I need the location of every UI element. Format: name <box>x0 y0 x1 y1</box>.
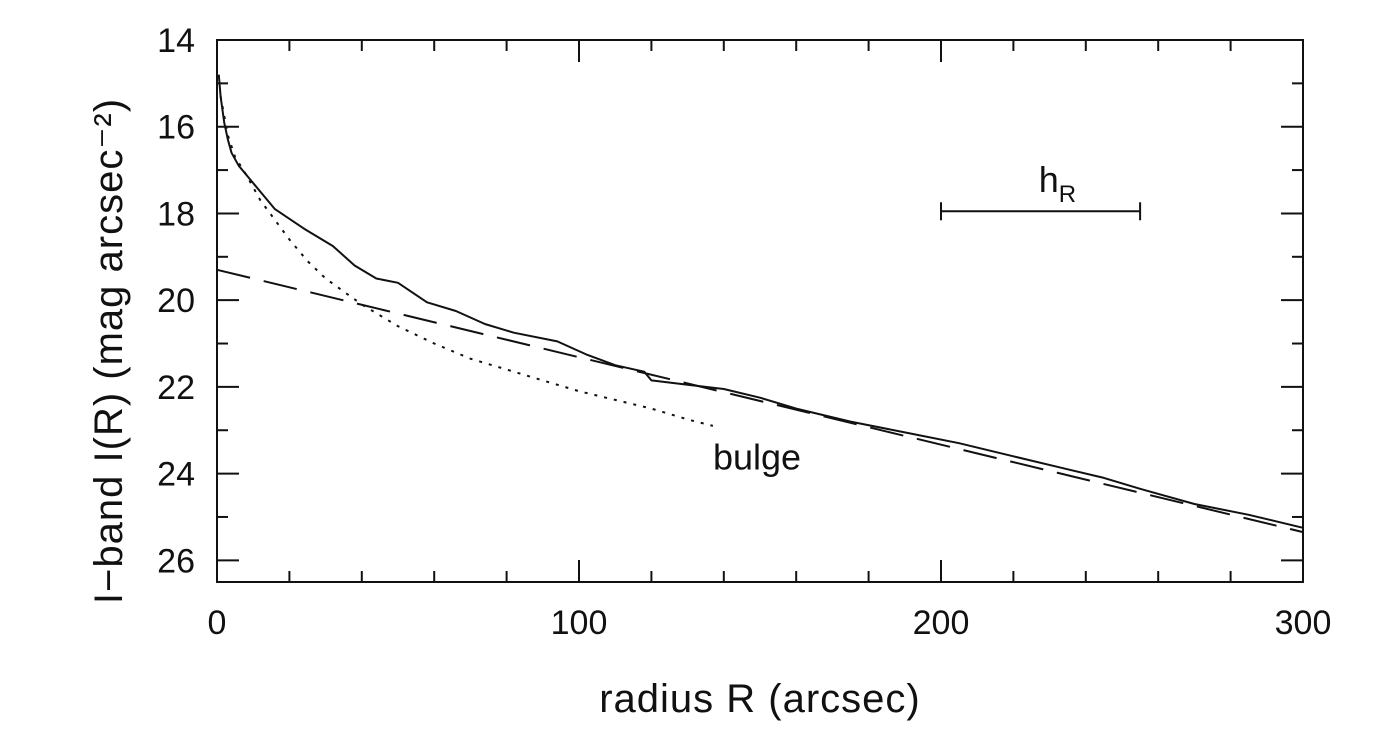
y-tick-label: 14 <box>157 22 195 60</box>
annotations: bulge hR <box>713 159 1142 477</box>
scale-label-subscript: R <box>1059 181 1076 208</box>
plot-border <box>216 39 1304 583</box>
y-tick-label: 26 <box>157 542 195 580</box>
x-tick-label: 100 <box>551 604 608 642</box>
series-layer <box>216 74 1304 534</box>
x-tick-label: 0 <box>208 604 227 642</box>
x-tick-label: 300 <box>1275 604 1332 642</box>
y-axis-title: I−band I(R) (mag arcsec⁻²) <box>87 98 131 604</box>
bulge-label: bulge <box>713 436 801 477</box>
y-tick-label: 24 <box>157 456 195 494</box>
scale-label: hR <box>1039 159 1076 208</box>
series-line-dashed <box>216 268 1304 534</box>
plot-frame <box>216 39 1304 583</box>
y-tick-label: 22 <box>157 369 195 407</box>
axis-ticks <box>216 39 1304 582</box>
y-tick-label: 16 <box>157 109 195 147</box>
y-tick-label: 20 <box>157 282 195 320</box>
tick-labels: 0 100 200 300 14 16 18 20 22 24 26 <box>157 22 1331 642</box>
series-line-dotted <box>219 96 714 427</box>
x-axis-title: radius R (arcsec) <box>599 677 921 721</box>
y-tick-label: 18 <box>157 195 195 233</box>
x-tick-label: 200 <box>913 604 970 642</box>
series-line-solid <box>217 74 1304 529</box>
